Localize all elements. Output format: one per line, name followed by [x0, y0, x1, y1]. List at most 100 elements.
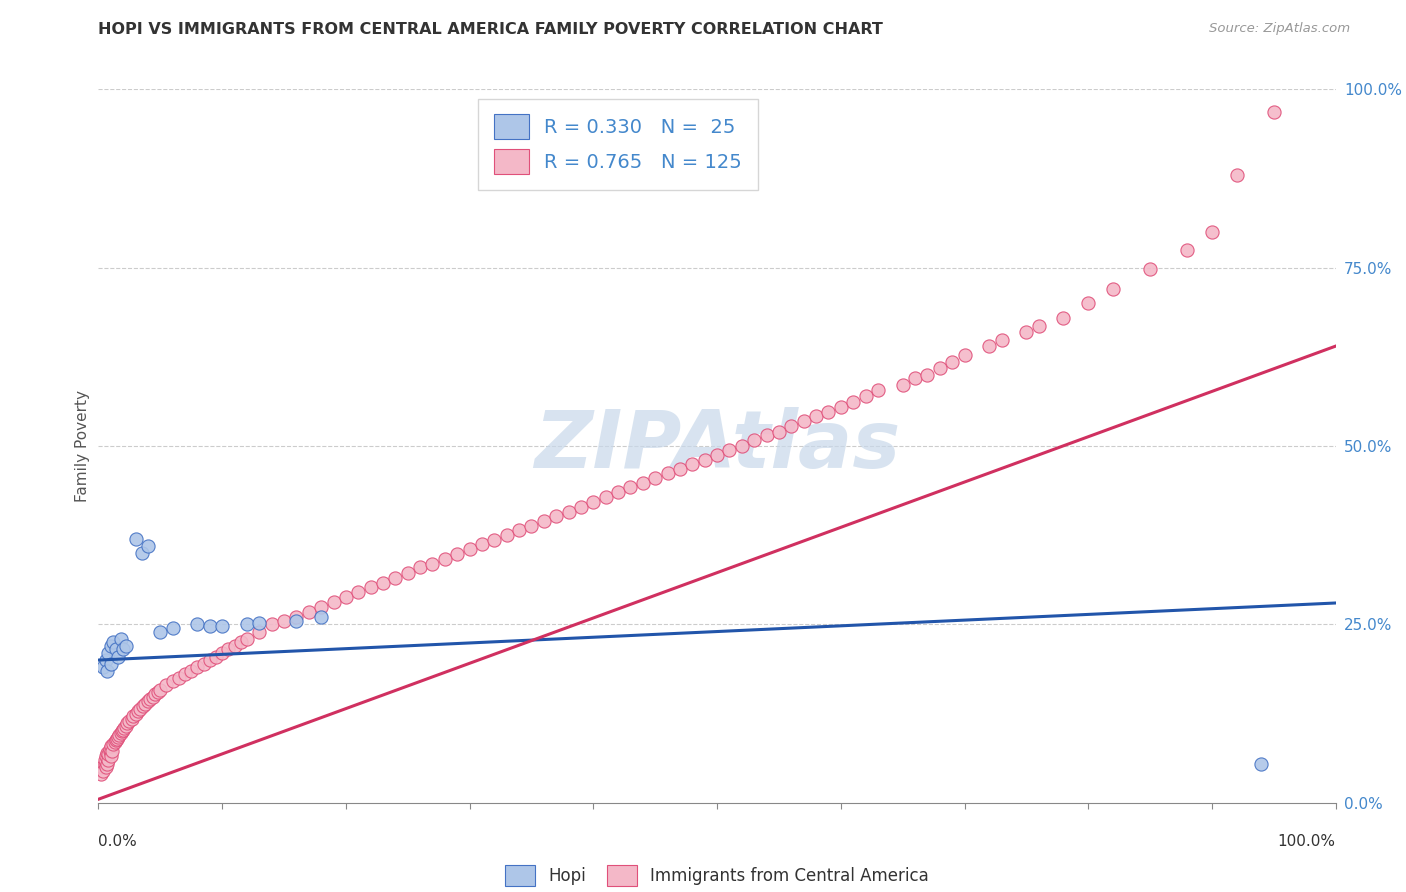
Point	[285, 610, 308, 624]
Point	[114, 639, 136, 653]
Y-axis label: Family Poverty: Family Poverty	[75, 390, 90, 502]
Point	[979, 339, 1001, 353]
Point	[619, 480, 641, 494]
Point	[953, 348, 976, 362]
Point	[97, 646, 120, 660]
Point	[557, 505, 579, 519]
Point	[98, 744, 121, 758]
Point	[93, 660, 115, 674]
Point	[941, 355, 963, 369]
Point	[830, 400, 852, 414]
Point	[124, 706, 146, 721]
Point	[211, 646, 233, 660]
Point	[107, 730, 129, 744]
Point	[93, 756, 115, 771]
Point	[595, 491, 617, 505]
Point	[180, 664, 202, 678]
Point	[644, 471, 666, 485]
Point	[91, 760, 114, 774]
Point	[582, 494, 605, 508]
Point	[1028, 319, 1050, 334]
Point	[409, 560, 432, 574]
Point	[94, 749, 117, 764]
Point	[247, 615, 270, 630]
Point	[115, 715, 138, 730]
Point	[90, 767, 112, 781]
Point	[309, 610, 332, 624]
Point	[186, 617, 208, 632]
Point	[569, 500, 592, 514]
Point	[94, 653, 117, 667]
Point	[100, 749, 122, 764]
Point	[1226, 168, 1249, 182]
Point	[96, 756, 118, 771]
Point	[309, 599, 332, 614]
Point	[110, 632, 132, 646]
Point	[136, 539, 159, 553]
Point	[433, 551, 456, 566]
Point	[1077, 296, 1099, 310]
Point	[211, 619, 233, 633]
Point	[229, 635, 252, 649]
Point	[98, 742, 121, 756]
Point	[103, 735, 125, 749]
Point	[508, 523, 530, 537]
Point	[780, 419, 803, 434]
Point	[104, 733, 127, 747]
Point	[360, 580, 382, 594]
Point	[93, 753, 115, 767]
Point	[322, 594, 344, 608]
Point	[347, 585, 370, 599]
Point	[142, 690, 165, 705]
Point	[236, 632, 259, 646]
Point	[842, 394, 865, 409]
Point	[155, 678, 177, 692]
Point	[495, 528, 517, 542]
Point	[446, 548, 468, 562]
Point	[1201, 225, 1223, 239]
Point	[108, 728, 131, 742]
Text: Source: ZipAtlas.com: Source: ZipAtlas.com	[1209, 22, 1350, 36]
Point	[458, 542, 481, 557]
Point	[768, 425, 790, 439]
Point	[817, 405, 839, 419]
Point	[928, 360, 950, 375]
Point	[755, 428, 778, 442]
Point	[93, 764, 115, 778]
Point	[149, 624, 172, 639]
Point	[124, 532, 146, 546]
Point	[111, 724, 134, 739]
Point	[110, 726, 132, 740]
Point	[706, 448, 728, 462]
Point	[198, 653, 221, 667]
Point	[247, 624, 270, 639]
Point	[718, 442, 741, 457]
Point	[917, 368, 939, 382]
Point	[520, 519, 543, 533]
Point	[484, 533, 506, 548]
Point	[162, 674, 184, 689]
Point	[1052, 310, 1074, 325]
Point	[371, 576, 394, 591]
Text: HOPI VS IMMIGRANTS FROM CENTRAL AMERICA FAMILY POVERTY CORRELATION CHART: HOPI VS IMMIGRANTS FROM CENTRAL AMERICA …	[98, 22, 883, 37]
Point	[121, 712, 143, 726]
Point	[1175, 243, 1198, 257]
Point	[855, 389, 877, 403]
Point	[384, 571, 406, 585]
Point	[1139, 262, 1161, 277]
Point	[742, 434, 765, 448]
Point	[162, 621, 184, 635]
Point	[186, 660, 208, 674]
Point	[112, 723, 135, 737]
Point	[122, 708, 145, 723]
Point	[193, 657, 215, 671]
Point	[396, 566, 419, 580]
Point	[1250, 756, 1272, 771]
Point	[793, 414, 815, 428]
Point	[1102, 282, 1125, 296]
Point	[97, 747, 120, 762]
Point	[100, 657, 122, 671]
Point	[631, 476, 654, 491]
Point	[298, 605, 321, 619]
Point	[139, 692, 162, 706]
